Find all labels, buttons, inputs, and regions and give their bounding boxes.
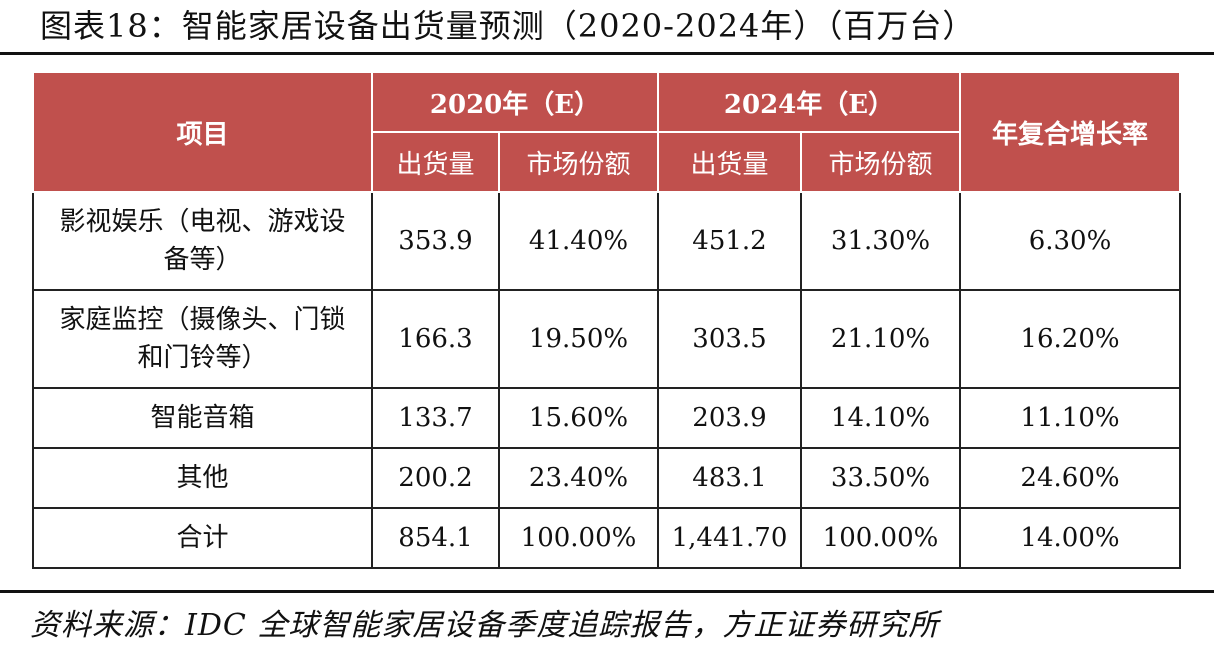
shipments-2020-cell: 133.7 — [371, 387, 500, 449]
shipment-forecast-table: 项目 2020年（E） 2024年（E） 年复合增长率 出货量 市场份额 出货量… — [32, 71, 1181, 569]
share-2024-cell: 33.50% — [800, 447, 961, 509]
category-cell: 家庭监控（摄像头、门锁和门铃等） — [32, 289, 373, 389]
shipments-2024-header: 出货量 — [657, 131, 802, 193]
share-2024-cell: 31.30% — [800, 191, 961, 291]
share-2020-cell: 19.50% — [498, 289, 659, 389]
table-row: 智能音箱 133.7 15.60% 203.9 14.10% 11.10% — [32, 387, 1181, 449]
table-row: 家庭监控（摄像头、门锁和门铃等） 166.3 19.50% 303.5 21.1… — [32, 289, 1181, 389]
cagr-cell: 24.60% — [959, 447, 1181, 509]
share-2020-cell: 100.00% — [498, 507, 659, 569]
share-2020-cell: 15.60% — [498, 387, 659, 449]
share-2020-cell: 23.40% — [498, 447, 659, 509]
header-row-1: 项目 2020年（E） 2024年（E） 年复合增长率 — [32, 71, 1181, 193]
cagr-cell: 6.30% — [959, 191, 1181, 291]
figure-title: 图表18：智能家居设备出货量预测（2020-2024年）（百万台） — [40, 7, 976, 45]
cagr-cell: 16.20% — [959, 289, 1181, 389]
shipments-2020-cell: 854.1 — [371, 507, 500, 569]
item-header: 项目 — [32, 71, 373, 193]
category-cell: 合计 — [32, 507, 373, 569]
cagr-cell: 14.00% — [959, 507, 1181, 569]
shipments-2024-cell: 203.9 — [657, 387, 802, 449]
header-row-2: 出货量 市场份额 出货量 市场份额 — [33, 131, 1180, 193]
shipments-2020-header: 出货量 — [371, 131, 500, 193]
cagr-cell: 11.10% — [959, 387, 1181, 449]
share-2024-cell: 100.00% — [800, 507, 961, 569]
share-2024-cell: 21.10% — [800, 289, 961, 389]
shipments-2024-cell: 483.1 — [657, 447, 802, 509]
top-rule — [0, 52, 1214, 55]
shipments-2020-cell: 353.9 — [371, 191, 500, 291]
share-2020-cell: 41.40% — [498, 191, 659, 291]
shipments-2024-cell: 451.2 — [657, 191, 802, 291]
total-row: 合计 854.1 100.00% 1,441.70 100.00% 14.00% — [32, 507, 1181, 569]
bottom-rule — [0, 590, 1214, 593]
share-2024-cell: 14.10% — [800, 387, 961, 449]
source-note: 资料来源：IDC 全球智能家居设备季度追踪报告，方正证券研究所 — [30, 608, 940, 643]
year-2024-header: 2024年（E） — [657, 71, 961, 133]
shipments-2024-cell: 303.5 — [657, 289, 802, 389]
category-cell: 影视娱乐（电视、游戏设备等） — [32, 191, 373, 291]
share-2020-header: 市场份额 — [498, 131, 659, 193]
shipments-2020-cell: 166.3 — [371, 289, 500, 389]
category-cell: 其他 — [32, 447, 373, 509]
table-row: 其他 200.2 23.40% 483.1 33.50% 24.60% — [32, 447, 1181, 509]
category-cell: 智能音箱 — [32, 387, 373, 449]
shipments-2024-cell: 1,441.70 — [657, 507, 802, 569]
share-2024-header: 市场份额 — [800, 131, 961, 193]
table-row: 影视娱乐（电视、游戏设备等） 353.9 41.40% 451.2 31.30%… — [32, 191, 1181, 291]
year-2020-header: 2020年（E） — [371, 71, 659, 133]
shipments-2020-cell: 200.2 — [371, 447, 500, 509]
cagr-header: 年复合增长率 — [959, 71, 1181, 193]
